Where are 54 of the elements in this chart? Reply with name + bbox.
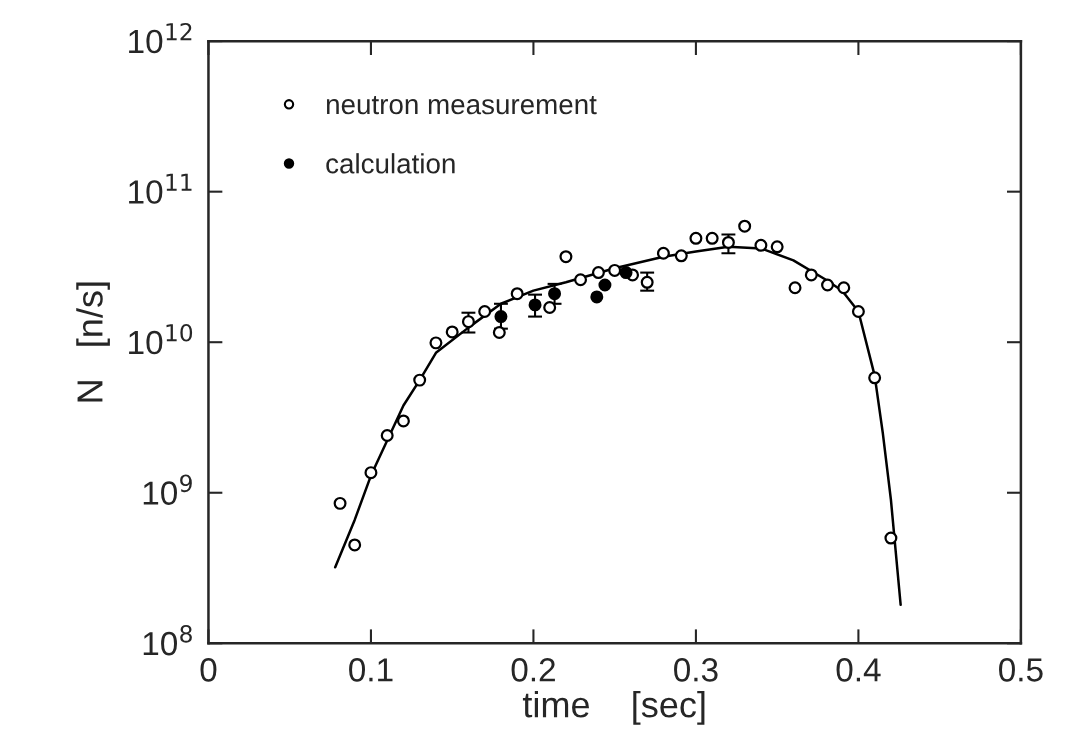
point [559, 250, 573, 264]
point [543, 301, 557, 315]
point [494, 310, 508, 324]
point [738, 219, 752, 233]
point [380, 429, 394, 442]
point [478, 304, 492, 318]
point [548, 287, 562, 301]
x-tick-label: 0 [200, 658, 217, 682]
point [754, 238, 768, 252]
point [804, 268, 818, 282]
legend-label: neutron measurement [326, 96, 597, 115]
point [528, 298, 542, 312]
point [510, 287, 524, 301]
point [590, 290, 604, 304]
x-tick-label: 0.5 [999, 658, 1043, 682]
point [851, 304, 865, 318]
point [837, 281, 851, 295]
point [689, 231, 703, 245]
y-tick-label: 10$^{11}$ [129, 173, 192, 204]
point [821, 278, 835, 292]
point [619, 266, 633, 280]
point [770, 240, 784, 254]
point [640, 275, 654, 289]
y-tick-label: 10$^{12}$ [129, 22, 192, 54]
point [333, 496, 347, 510]
x-tick-label: 0.3 [674, 658, 718, 682]
point [413, 373, 427, 387]
point [492, 326, 506, 339]
point [674, 249, 688, 263]
point [868, 371, 882, 385]
point [608, 263, 622, 277]
point [705, 231, 719, 245]
x-tick-label: 0.1 [349, 658, 393, 682]
x-tick-label: 0.4 [836, 658, 881, 682]
y-tick-label: 10$^{9}$ [143, 474, 192, 505]
y-axis-title: N [n/s] [76, 282, 110, 402]
point [396, 414, 410, 428]
point [598, 278, 612, 292]
point [591, 266, 605, 280]
x-tick-label: 0.2 [511, 658, 555, 682]
point [461, 315, 475, 329]
y-tick-label: 10$^{8}$ [143, 625, 192, 656]
point [429, 336, 443, 350]
point [445, 325, 459, 339]
legend-label: calculation [326, 153, 455, 174]
point [348, 538, 362, 552]
point [721, 235, 735, 249]
y-tick-label: 10$^{10}$ [129, 323, 193, 355]
point [788, 281, 802, 295]
point [364, 466, 378, 480]
x-axis-title: time [sec] [522, 691, 705, 725]
point [574, 273, 588, 287]
point [656, 246, 670, 260]
point [884, 531, 898, 545]
